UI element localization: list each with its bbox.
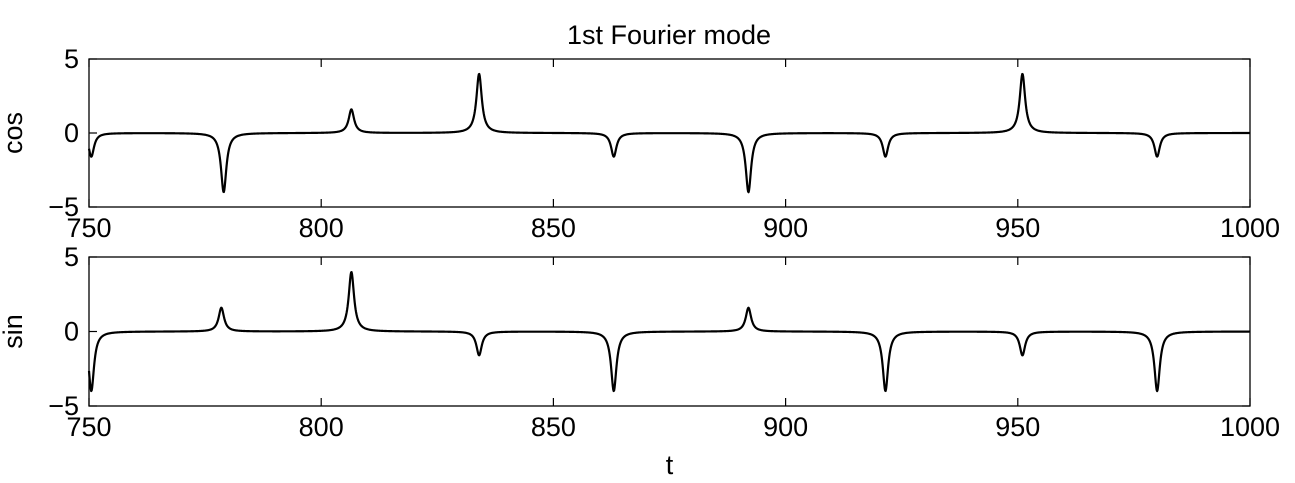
- subplot-2: 750 800 850 900 950 1000 −5 0 5 sin t: [0, 242, 1280, 480]
- y-tick-label: −5: [48, 192, 79, 222]
- x-tick-label: 800: [299, 213, 344, 243]
- x-tick-label: 750: [66, 213, 111, 243]
- x-tick-label: 1000: [1220, 412, 1280, 442]
- y-axis-label: sin: [0, 314, 28, 349]
- subplot-1: 750 800 850 900 950 1000 −5 0 5 cos: [0, 44, 1280, 243]
- y-tick-label: 5: [64, 242, 79, 272]
- y-tick-label: −5: [48, 391, 79, 421]
- x-tick-label: 850: [531, 412, 576, 442]
- x-tick-label: 850: [531, 213, 576, 243]
- y-tick-label: 0: [64, 317, 79, 347]
- y-axis-label: cos: [0, 112, 28, 154]
- y-tick-label: 5: [64, 44, 79, 74]
- x-tick-label: 900: [763, 412, 808, 442]
- chart-title: 1st Fourier mode: [567, 20, 771, 50]
- x-tick-label: 1000: [1220, 213, 1280, 243]
- x-tick-label: 950: [995, 213, 1040, 243]
- x-tick-label: 900: [763, 213, 808, 243]
- x-tick-label: 750: [66, 412, 111, 442]
- x-tick-label: 800: [299, 412, 344, 442]
- x-tick-label: 950: [995, 412, 1040, 442]
- y-tick-label: 0: [64, 118, 79, 148]
- series-line: [87, 271, 1251, 393]
- x-axis-label: t: [666, 450, 674, 480]
- series-line: [87, 72, 1251, 194]
